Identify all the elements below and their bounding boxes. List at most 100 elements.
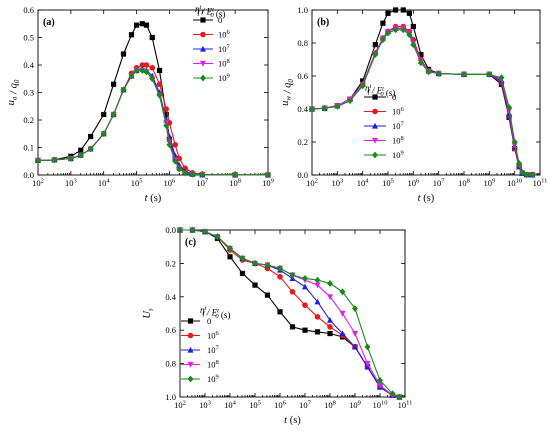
data-point-c-0 [227,254,233,260]
data-point-b-4 [321,104,328,112]
x-tick-label-a: 105 [131,178,143,189]
data-point-a-4 [172,157,179,165]
data-point-b-4 [309,105,315,113]
data-point-c-1 [302,302,308,308]
legend-entry-label: 107 [392,121,405,132]
data-point-b-0 [406,10,413,16]
data-point-c-2 [352,343,358,350]
data-point-c-4 [177,226,183,234]
data-point-b-4 [385,29,391,37]
data-point-b-0 [400,7,406,13]
chart-panel-a: 102 103 104 105 106 107 108 109 0.0 0.1 0.2 0.3 0.4 0… [6,4,274,204]
data-point-a-4 [149,75,156,83]
chart-panel-c: 102 103 104 105 106 107 108 109 1010 1011 0.0 0.2 0.… [142,225,412,426]
data-point-a-4 [199,171,206,179]
y-axis-title-a: ua / q0 [6,79,21,105]
x-tick-label-a: 102 [32,178,44,189]
data-point-a-0 [163,111,169,118]
data-point-b-4 [410,41,417,49]
data-point-c-4 [214,233,221,241]
legend-marker [200,17,206,23]
data-point-a-1 [163,106,170,112]
y-tick-label-c: 0.4 [165,292,176,302]
data-point-b-4 [506,103,513,111]
data-point-b-0 [410,23,416,30]
data-point-a-1 [143,62,150,68]
series-line-b-0 [311,9,533,176]
data-point-c-2 [302,283,308,290]
legend-entry-label: 108 [392,135,404,146]
y-axis-title-c: Us [142,308,155,319]
x-tick-label-b: 108 [458,178,470,189]
data-point-b-4 [498,74,505,82]
legend-title: ηt f / Et 0 (s) [365,83,395,98]
data-point-c-0 [264,292,271,298]
data-point-a-0 [128,32,135,38]
data-point-a-0 [88,133,94,140]
data-point-a-4 [77,151,84,159]
y-tick-label-c: 0.0 [165,225,176,235]
data-point-c-2 [339,330,346,337]
legend-marker [200,31,206,38]
data-point-b-4 [334,103,341,110]
data-point-c-0 [277,309,283,315]
data-point-a-0 [133,22,140,28]
data-point-a-4 [51,156,58,164]
data-point-b-4 [372,51,379,58]
x-axis-title-c: t (s) [284,415,301,426]
data-point-b-4 [425,68,432,76]
series-line-a-0 [37,23,268,176]
data-point-a-0 [120,51,127,57]
plot-frame-b [311,9,541,176]
legend-marker [187,361,194,368]
data-point-c-4 [352,305,358,312]
y-tick-label-c: 0.8 [165,359,176,369]
data-point-b-4 [435,70,442,77]
data-point-a-4 [265,171,271,179]
x-tick-label-a: 107 [196,178,209,189]
legend-b: ηt f / Et 0 (s)0 106 107 108 109 [364,83,405,160]
legend-entry-label: 108 [218,58,230,69]
legend-entry-label: 106 [207,330,220,341]
series-line-b-4 [311,29,533,176]
data-point-b-4 [392,26,399,34]
legend-marker [187,375,194,383]
x-tick-label-a: 106 [164,178,177,189]
plot-frame-a [37,9,269,176]
data-point-a-0 [156,67,163,74]
y-tick-label-a: 0.4 [23,60,34,70]
data-point-b-0 [380,20,386,26]
data-point-a-0 [139,21,145,27]
legend-entry-label: 106 [392,106,405,117]
legend-entry-label: 0 [392,92,396,102]
data-point-c-4 [239,254,246,262]
legend-marker [372,94,378,100]
data-point-a-4 [182,169,189,177]
data-point-c-4 [396,393,403,401]
chart-panel-b: 102 103 104 105 106 107 108 109 1010 1011 0.0 0.2 0.… [280,5,547,204]
data-point-c-0 [314,329,321,335]
data-point-b-4 [486,70,493,78]
x-tick-label-c: 104 [224,400,237,411]
legend-marker [372,108,378,115]
x-tick-label-a: 108 [229,178,241,189]
legend-marker [372,122,378,129]
data-point-a-1 [149,64,156,71]
data-point-c-3 [339,310,346,317]
data-point-c-0 [327,330,333,337]
y-tick-label-b: 0.0 [297,170,308,180]
x-tick-label-a: 109 [262,178,274,189]
data-point-b-4 [406,31,413,39]
x-axis-title-b: t (s) [418,193,435,204]
data-point-c-4 [252,260,258,267]
x-tick-label-b: 109 [483,178,495,189]
data-point-a-0 [101,111,107,118]
legend-entry-label: 0 [218,15,222,25]
data-point-c-4 [227,244,233,252]
x-tick-label-b: 104 [357,178,370,189]
legend-entry-label: 108 [207,359,219,370]
y-tick-label-b: 1.0 [297,5,308,15]
x-tick-label-c: 102 [174,400,186,411]
plot-frame-c [179,229,406,398]
x-tick-label-b: 1011 [533,178,548,189]
